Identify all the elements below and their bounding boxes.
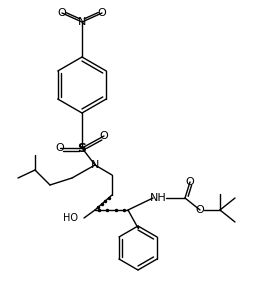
Text: N: N (91, 160, 99, 170)
Text: N: N (78, 17, 86, 27)
Text: O: O (58, 8, 66, 18)
Text: S: S (78, 141, 86, 155)
Text: O: O (196, 205, 204, 215)
Text: O: O (100, 131, 108, 141)
Text: NH: NH (150, 193, 166, 203)
Text: O: O (186, 177, 194, 187)
Text: O: O (98, 8, 106, 18)
Text: HO: HO (63, 213, 78, 223)
Text: O: O (56, 143, 64, 153)
